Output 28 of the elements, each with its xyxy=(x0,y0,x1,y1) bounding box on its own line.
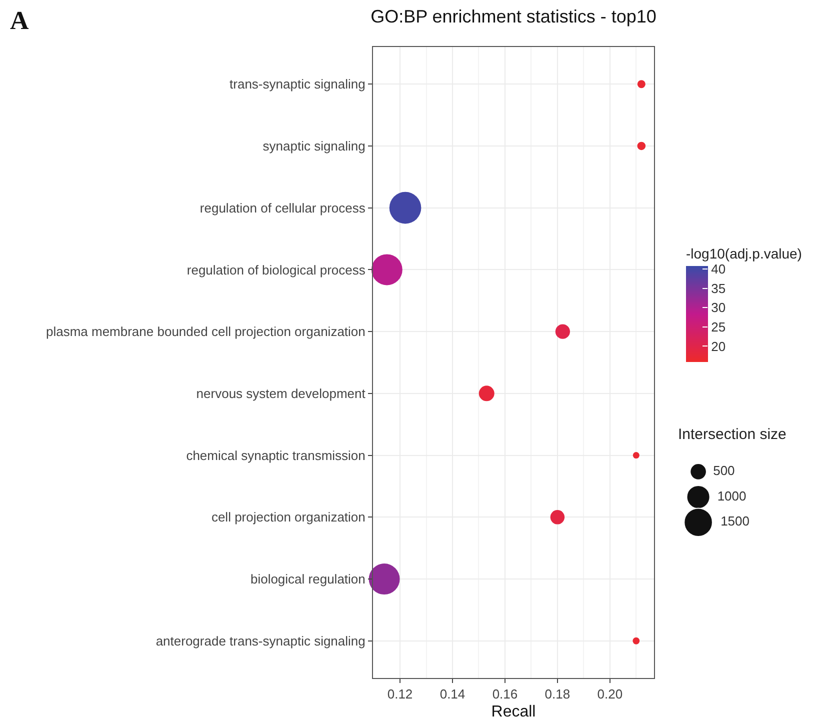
x-tick-label: 0.12 xyxy=(387,686,413,702)
y-tick-label: chemical synaptic transmission xyxy=(186,448,366,463)
legend-title: Intersection size xyxy=(678,426,786,443)
y-tick-label: synaptic signaling xyxy=(262,138,366,154)
color-bar-label: 40 xyxy=(711,262,726,277)
chart-title: GO:BP enrichment statistics - top10 xyxy=(370,6,656,27)
x-tick-label: 0.18 xyxy=(544,686,570,702)
y-tick-label: anterograde trans-synaptic signaling xyxy=(156,633,366,648)
y-tick-label: cell projection organization xyxy=(211,510,366,525)
y-tick-label: plasma membrane bounded cell projection organization xyxy=(46,324,366,340)
color-bar-label: 30 xyxy=(711,300,726,316)
x-axis-title: Recall xyxy=(491,703,536,720)
text: A xyxy=(10,6,29,35)
color-bar-label: 25 xyxy=(711,319,726,334)
y-tick-label: regulation of biological process xyxy=(186,262,366,278)
color-bar-label: 20 xyxy=(711,338,726,354)
y-tick-label: biological regulation xyxy=(250,572,366,587)
y-tick-label: nervous system development xyxy=(196,386,366,401)
legend-label: 1500 xyxy=(716,514,750,529)
y-tick-label: trans-synaptic signaling xyxy=(230,76,366,92)
x-tick-label: 0.16 xyxy=(492,686,518,702)
color-bar-title: -log10(adj.p.value) xyxy=(686,246,802,262)
legend-label: 1000 xyxy=(714,488,746,504)
color-bar-label: 35 xyxy=(711,280,726,296)
x-tick-label: 0.14 xyxy=(440,686,466,702)
y-tick-label: regulation of cellular process xyxy=(200,200,366,216)
x-tick-label: 0.20 xyxy=(597,686,623,702)
legend-label: 500 xyxy=(709,462,735,478)
